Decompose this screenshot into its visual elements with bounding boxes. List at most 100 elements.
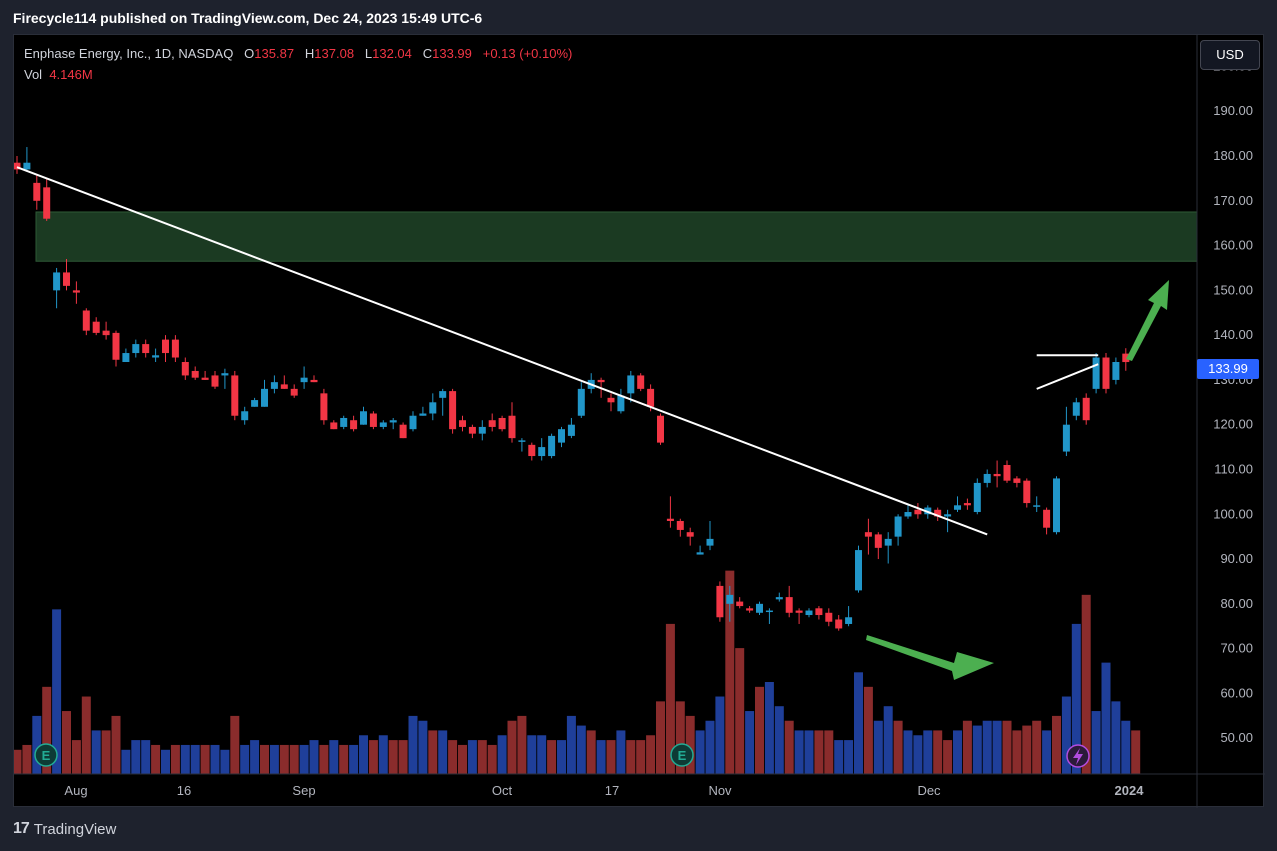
earnings-icon [34,743,58,767]
lightning-icon-glyph [1073,748,1083,765]
tradingview-brand[interactable]: 17 TradingView [13,820,116,838]
x-tick-label: 2024 [1115,783,1145,798]
candle-body [904,512,912,517]
candle-body [558,429,565,443]
volume-bar [1131,730,1141,774]
volume-bar [626,740,636,774]
volume-bars [14,570,1141,774]
candle-body [1112,362,1120,380]
candle-body [82,310,90,331]
candle-body [577,388,585,416]
candlestick-chart[interactable]: 200.00190.00180.00170.00160.00150.00140.… [14,35,1265,808]
volume-bar [923,730,933,774]
close-value: 133.99 [432,46,472,61]
open-label: O [244,46,255,61]
x-tick-label: 16 [177,783,191,798]
candle-body [855,550,862,591]
candle-body [340,417,348,427]
volume-bar [557,740,566,774]
volume-bar [596,740,606,774]
axes: 200.00190.00180.00170.00160.00150.00140.… [14,35,1265,808]
candle-body [72,290,80,293]
candle-body [657,415,664,443]
candle-body [142,344,150,354]
volume-bar [566,715,576,774]
volume-bar [893,720,903,774]
volume-bar [250,740,260,774]
volume-bar [705,720,715,774]
volume-bar [1081,594,1091,774]
candle-body [63,272,70,286]
volume-bar [42,686,52,774]
volume-bar [62,711,71,774]
chart-panel[interactable]: 200.00190.00180.00170.00160.00150.00140.… [13,34,1265,808]
volume-bar [616,730,626,774]
x-tick-label: Oct [492,783,513,798]
low-label: L [364,46,373,61]
volume-bar [309,740,319,774]
candle-body [785,597,793,613]
candle-body [191,370,199,378]
candle-body [251,400,259,407]
candle-body [152,355,160,358]
y-tick-label: 150.00 [1213,282,1253,297]
volume-bar [151,744,161,774]
currency-button[interactable]: USD [1200,40,1260,70]
ohlc-legend: Enphase Energy, Inc., 1D, NASDAQ O135.87… [24,46,572,61]
volume-bar [804,730,814,774]
y-tick-label: 110.00 [1214,461,1253,476]
candle-body [33,182,41,201]
candle-body [597,379,605,383]
high-label: H [304,46,315,61]
y-tick-label: 50.00 [1220,730,1253,745]
volume-bar [1032,720,1042,774]
volume-bar [279,744,289,774]
volume-bar [725,570,735,774]
y-tick-label: 180.00 [1213,148,1253,163]
candle-body [914,509,922,515]
candle-body [1003,465,1011,481]
volume-bar [824,730,834,774]
candle-body [1043,509,1051,528]
candle-body [478,426,486,434]
volume-bar [418,720,428,774]
volume-bar [1052,715,1061,774]
volume-bar [428,730,438,774]
publication-header: Firecycle114 published on TradingView.co… [13,10,483,26]
volume-bar [507,720,517,774]
candle-body [171,339,179,358]
candle-body [1033,505,1041,507]
y-tick-label: 160.00 [1213,238,1253,253]
volume-bar [873,720,883,774]
candle-body [1013,478,1021,483]
y-tick-label: 90.00 [1220,551,1253,566]
y-tick-label: 120.00 [1213,417,1253,432]
candle-body [369,413,377,427]
volume-bar [675,701,685,774]
resistance-zone-rect [35,211,1198,262]
candle-body [221,373,229,376]
volume-bar [32,715,42,774]
resistance-zone [35,211,1198,262]
volume-bar [339,744,349,774]
candle-body [1072,402,1080,416]
candle-body [805,610,813,616]
candle-body [280,384,288,389]
volume-bar [962,720,972,774]
volume-bar [131,740,141,774]
volume-bar [1091,711,1101,774]
candle-body [241,411,249,421]
candle-body [270,382,278,389]
volume-bar [586,730,596,774]
volume-bar [715,696,725,774]
volume-bar [497,735,507,774]
candle-body [538,447,546,457]
candle-body [459,420,466,427]
volume-bar [141,740,151,774]
y-tick-label: 190.00 [1213,103,1253,118]
volume-bar [755,686,764,774]
volume-bar [319,744,329,774]
volume-bar [200,744,210,774]
volume-bar [438,730,448,774]
volume-bar [1101,662,1111,774]
